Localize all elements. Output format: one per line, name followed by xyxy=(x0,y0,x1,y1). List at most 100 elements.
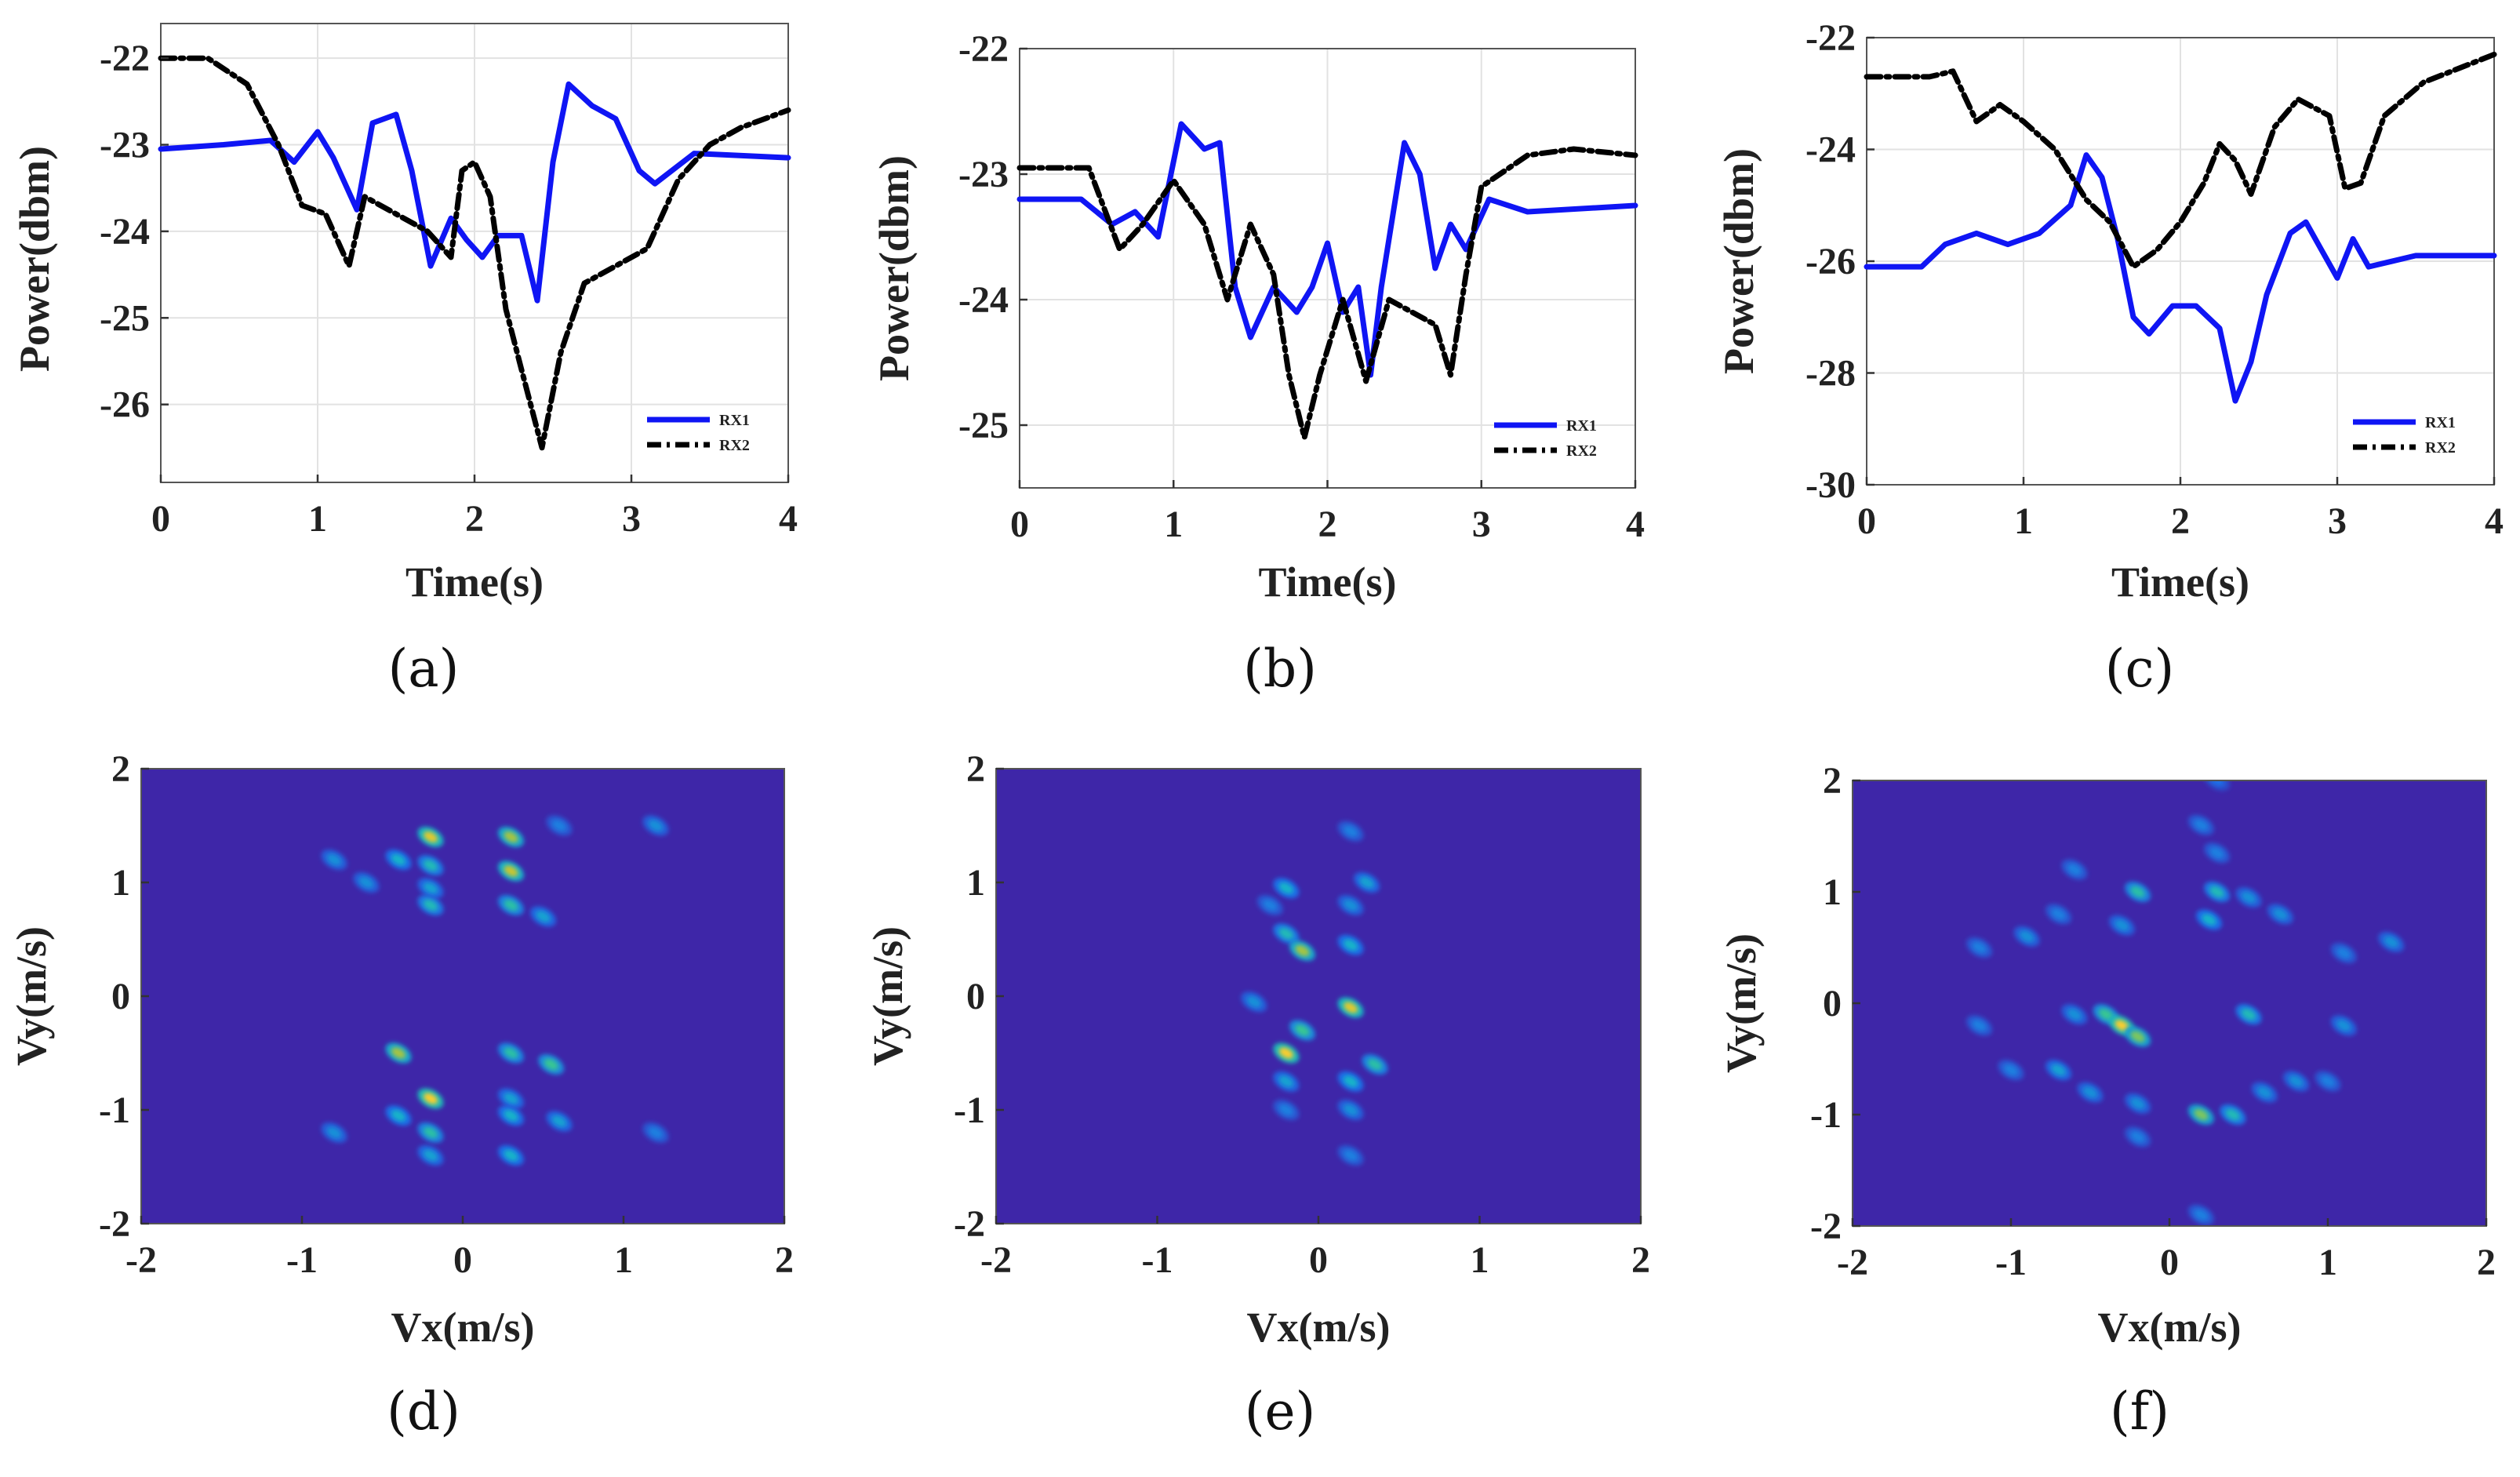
heatmap-peak-core xyxy=(423,1093,438,1104)
heatmap-peak-core xyxy=(2257,1086,2272,1098)
heatmap-peak-core xyxy=(1295,944,1310,957)
y-tick-label: -23 xyxy=(958,154,1009,195)
x-tick-label: 3 xyxy=(622,498,641,540)
chart-f: -2 -1 0 1 2 2 1 0 -1 -2 Vx(m/s) Vy(m/s) (f) xyxy=(1718,760,2496,1442)
series-line-rx1 xyxy=(1016,121,1638,378)
y-tick-label: -25 xyxy=(100,297,150,339)
y-tick-label: 0 xyxy=(966,976,985,1017)
x-tick-label: 4 xyxy=(779,498,798,540)
heatmap-peak-core xyxy=(2130,1031,2145,1042)
y-axis-label: Power(dbm) xyxy=(871,155,918,381)
heatmap-peak-core xyxy=(423,860,438,871)
x-tick-label: 2 xyxy=(775,1239,794,1281)
y-tick-label: -28 xyxy=(1805,353,1856,395)
heatmap-peak-core xyxy=(1295,1024,1310,1036)
x-axis-label: Time(s) xyxy=(2111,558,2249,606)
x-tick-label: -1 xyxy=(1142,1239,1173,1281)
legend-label-rx1: RX1 xyxy=(2425,414,2456,431)
x-tick-label: 4 xyxy=(2485,500,2504,542)
x-tick-label: 4 xyxy=(1626,504,1645,545)
legend-label-rx2: RX2 xyxy=(719,437,750,454)
heatmap-peak-core xyxy=(2115,919,2129,931)
x-axis-label: Vx(m/s) xyxy=(391,1304,535,1351)
heatmap-peak-core xyxy=(2320,1075,2336,1087)
x-tick-label: 1 xyxy=(308,498,327,540)
y-tick-label: -22 xyxy=(958,28,1009,70)
heatmap-peak-core xyxy=(2209,886,2224,898)
heatmap-peaks xyxy=(1966,780,2405,1225)
x-tick-label: 0 xyxy=(453,1239,472,1281)
subfigure-caption: (c) xyxy=(2105,638,2174,699)
series-line-rx2 xyxy=(1864,51,2497,270)
heatmap-peak-core xyxy=(1972,1020,1987,1031)
x-tick-label: 0 xyxy=(151,498,170,540)
y-tick-label: 0 xyxy=(1823,983,1842,1024)
y-tick-label: -23 xyxy=(100,125,150,166)
heatmap-background xyxy=(1853,780,2486,1226)
heatmap-peak-core xyxy=(2273,908,2288,920)
x-axis-label: Vx(m/s) xyxy=(1247,1304,1391,1351)
heatmap-peak-core xyxy=(2225,1108,2240,1121)
subfigure-caption: (f) xyxy=(2110,1381,2169,1442)
series-line-rx2 xyxy=(1016,146,1638,441)
series-line-rx1 xyxy=(1864,152,2497,404)
chart-c: RX1 RX2 0 1 2 3 4 -22 -24 -26 -28 -30 Time(s) Power(d… xyxy=(1715,17,2504,699)
heatmap-peak-core xyxy=(2130,1097,2145,1110)
heatmap-peak-core xyxy=(2051,1064,2066,1076)
y-tick-label: -24 xyxy=(1805,129,1856,171)
heatmap-peak-core xyxy=(2194,819,2209,831)
heatmap-peak-core xyxy=(2067,864,2082,875)
y-axis-label: Power(dbm) xyxy=(11,146,58,372)
heatmap-peak-core xyxy=(326,853,342,866)
x-tick-label: 1 xyxy=(1471,1239,1489,1281)
y-tick-label: -22 xyxy=(1805,17,1856,59)
heatmap-peak-core xyxy=(504,1047,518,1059)
y-tick-label: 1 xyxy=(966,862,985,904)
heatmap-peak-core xyxy=(2289,1075,2304,1087)
series-line-rx1 xyxy=(158,81,791,304)
heatmap-peak-core xyxy=(551,1115,567,1127)
chart-b: RX1 RX2 0 1 2 3 4 -22 -23 -24 -25 Time(s) Power(dbm)… xyxy=(871,28,1645,699)
x-tick-label: 2 xyxy=(1318,504,1337,545)
y-tick-label: 2 xyxy=(1823,760,1842,802)
heatmap-peak-core xyxy=(1344,1075,1358,1087)
y-tick-label: -1 xyxy=(1810,1094,1842,1136)
chart-a: RX1 RX2 0 1 2 3 4 -22 -23 -24 -25 -26 Time(s) Power(d… xyxy=(11,23,798,699)
heatmap-peak-core xyxy=(1263,899,1278,911)
heatmap-peak-core xyxy=(1278,1075,1293,1087)
heatmap-peak-core xyxy=(2115,1020,2129,1031)
heatmap-peak-core xyxy=(2384,936,2398,948)
y-tick-label: -26 xyxy=(1805,241,1856,282)
chart-d: -2 -1 0 1 2 2 1 0 -1 -2 Vx(m/s) Vy(m/s) (d) xyxy=(8,748,794,1442)
heatmap-peak-core xyxy=(2336,947,2351,959)
y-tick-label: 0 xyxy=(111,976,130,1017)
heatmap-peak-core xyxy=(1278,882,1293,894)
subfigure-caption: (b) xyxy=(1243,638,1317,699)
y-axis-label: Vy(m/s) xyxy=(8,926,55,1066)
heatmap-peak-core xyxy=(2003,1064,2019,1076)
heatmap-peak-core xyxy=(1344,1149,1358,1162)
series-line-rx2 xyxy=(158,55,791,451)
y-axis-label: Power(dbm) xyxy=(1715,148,1762,374)
heatmap-peak-core xyxy=(504,865,518,877)
x-tick-label: -1 xyxy=(286,1239,318,1281)
y-tick-label: -1 xyxy=(954,1090,985,1131)
heatmap-peak-core xyxy=(2130,886,2145,898)
y-tick-label: -2 xyxy=(954,1203,985,1245)
chart-e: -2 -1 0 1 2 2 1 0 -1 -2 Vx(m/s) Vy(m/s) (e) xyxy=(864,748,1650,1442)
heatmap-peak-core xyxy=(2194,1209,2209,1221)
heatmap-peak-core xyxy=(504,899,518,911)
heatmap-peak-core xyxy=(648,820,664,831)
x-tick-label: -2 xyxy=(980,1239,1012,1281)
heatmap-peak-core xyxy=(504,831,518,843)
heatmap-peak-core xyxy=(2241,891,2256,904)
y-tick-label: -22 xyxy=(100,38,150,79)
heatmap-peak-core xyxy=(2194,1108,2209,1121)
x-tick-label: -2 xyxy=(125,1239,157,1281)
heatmap-peak-core xyxy=(1344,939,1358,951)
heatmap-peak-core xyxy=(2202,914,2216,926)
legend-label-rx2: RX2 xyxy=(2425,439,2456,457)
y-tick-label: -2 xyxy=(99,1203,130,1245)
x-tick-label: 3 xyxy=(2328,500,2347,542)
x-tick-label: 2 xyxy=(2171,500,2190,542)
